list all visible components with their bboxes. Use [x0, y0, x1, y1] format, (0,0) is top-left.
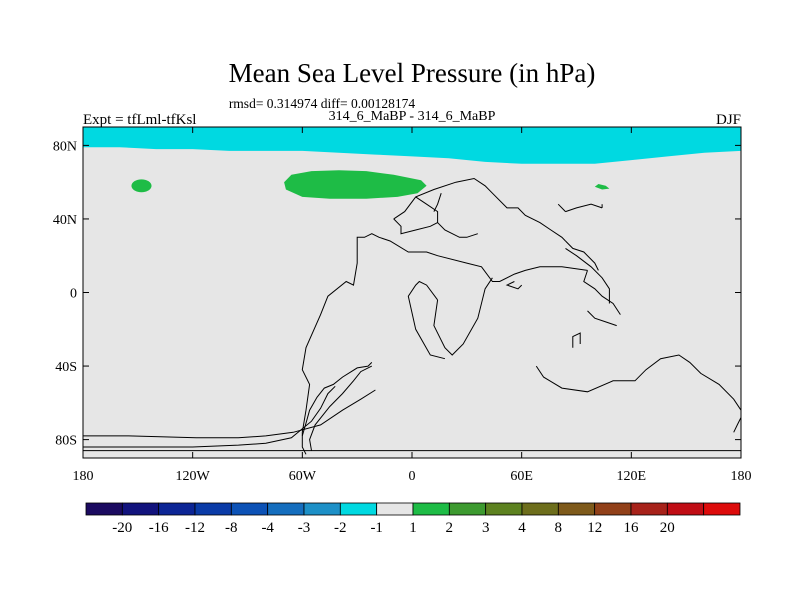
- colorbar-swatch: [594, 502, 632, 516]
- chart-title: Mean Sea Level Pressure (in hPa): [229, 58, 596, 88]
- x-axis: 180 120W 60W 0 60E 120E 180: [73, 127, 752, 484]
- coastline-segment: [565, 247, 610, 304]
- stats-subtitle: rmsd= 0.314974 diff= 0.00128174: [229, 96, 416, 111]
- x-tick-label: 0: [409, 469, 416, 484]
- colorbar-label: 2: [446, 520, 454, 536]
- colorbar-label: -20: [112, 520, 132, 536]
- colorbar-label: 12: [587, 520, 602, 536]
- colorbar-swatch: [85, 502, 123, 516]
- colorbar-swatch: [703, 502, 741, 516]
- region-arctic-band: [83, 127, 741, 164]
- y-tick-label: 0: [70, 287, 77, 302]
- region-north-pacific-blob: [131, 179, 152, 193]
- colorbar-label: -16: [149, 520, 169, 536]
- y-tick-label: 40S: [55, 360, 77, 375]
- coastline-segment: [535, 354, 741, 411]
- colorbar-swatch: [267, 502, 305, 516]
- region-siberia-blob: [594, 184, 610, 190]
- colorbar-swatch: [339, 502, 378, 516]
- colorbar-label: -3: [298, 520, 311, 536]
- colorbar-swatch: [158, 502, 196, 516]
- colorbar-label: 8: [555, 520, 563, 536]
- coastline-segment: [565, 203, 603, 213]
- colorbar-swatch: [521, 502, 559, 516]
- colorbar-swatch: [376, 502, 414, 516]
- colorbar-swatch: [666, 502, 705, 516]
- colorbar-swatch: [557, 502, 596, 516]
- colorbar-swatch: [230, 502, 269, 516]
- colorbar-swatch: [412, 502, 450, 516]
- colorbar-swatch: [194, 502, 232, 516]
- x-tick-label: 60E: [510, 469, 533, 484]
- coastline-segment: [415, 196, 478, 238]
- coastline-segment: [505, 281, 523, 290]
- coastline-segment: [83, 389, 376, 439]
- colorbar-label: 1: [409, 520, 417, 536]
- y-tick-label: 40N: [53, 213, 77, 228]
- coastline-segment: [557, 203, 566, 212]
- coastline-segment: [301, 233, 588, 455]
- colorbar: [85, 502, 741, 516]
- coastline-segment: [587, 310, 617, 327]
- plot-background: [83, 127, 741, 458]
- y-tick-label: 80N: [53, 139, 77, 154]
- y-axis: 80N 40N 0 40S 80S: [53, 139, 741, 449]
- coastline-segment: [393, 177, 566, 242]
- coastline-segment: [572, 332, 581, 348]
- region-north-atlantic-blob: [284, 170, 427, 199]
- coastline-segment: [393, 218, 438, 235]
- colorbar-label: -2: [334, 520, 347, 536]
- x-tick-label: 60W: [289, 469, 317, 484]
- experiment-subtitle: 314_6_MaBP - 314_6_MaBP: [329, 109, 496, 124]
- colorbar-swatch: [121, 502, 160, 516]
- coastlines: [83, 177, 741, 455]
- experiment-label: Expt = tfLml-tfKsl: [83, 112, 196, 128]
- coastline-segment: [565, 240, 599, 271]
- coastline-segment: [407, 280, 446, 360]
- colorbar-label: -4: [261, 520, 274, 536]
- colorbar-labels: -20 -16 -12 -8 -4 -3 -2 -1 1 2 3 4 8 12 16 20: [112, 520, 675, 536]
- x-tick-label: 180: [731, 469, 752, 484]
- coastline-segment: [433, 193, 442, 212]
- coastline-segment: [433, 277, 493, 356]
- x-tick-label: 120E: [617, 469, 647, 484]
- colorbar-label: 20: [660, 520, 675, 536]
- coastline-segment: [301, 362, 373, 437]
- anomaly-regions: [83, 127, 741, 199]
- colorbar-swatch: [630, 502, 668, 516]
- coastline-segment: [309, 365, 373, 451]
- x-tick-label: 180: [73, 469, 94, 484]
- colorbar-label: 16: [624, 520, 640, 536]
- season-label: DJF: [716, 112, 741, 128]
- colorbar-label: -1: [370, 520, 383, 536]
- colorbar-label: -8: [225, 520, 238, 536]
- coastline-segment: [83, 385, 336, 448]
- colorbar-label: 3: [482, 520, 490, 536]
- colorbar-swatch: [303, 502, 341, 516]
- colorbar-label: -12: [185, 520, 205, 536]
- colorbar-swatch: [448, 502, 487, 516]
- y-tick-label: 80S: [55, 434, 77, 449]
- colorbar-label: 4: [518, 520, 526, 536]
- x-tick-label: 120W: [176, 469, 211, 484]
- coastline-segment: [733, 417, 741, 433]
- colorbar-swatch: [485, 502, 523, 516]
- coastline-segment: [583, 270, 621, 315]
